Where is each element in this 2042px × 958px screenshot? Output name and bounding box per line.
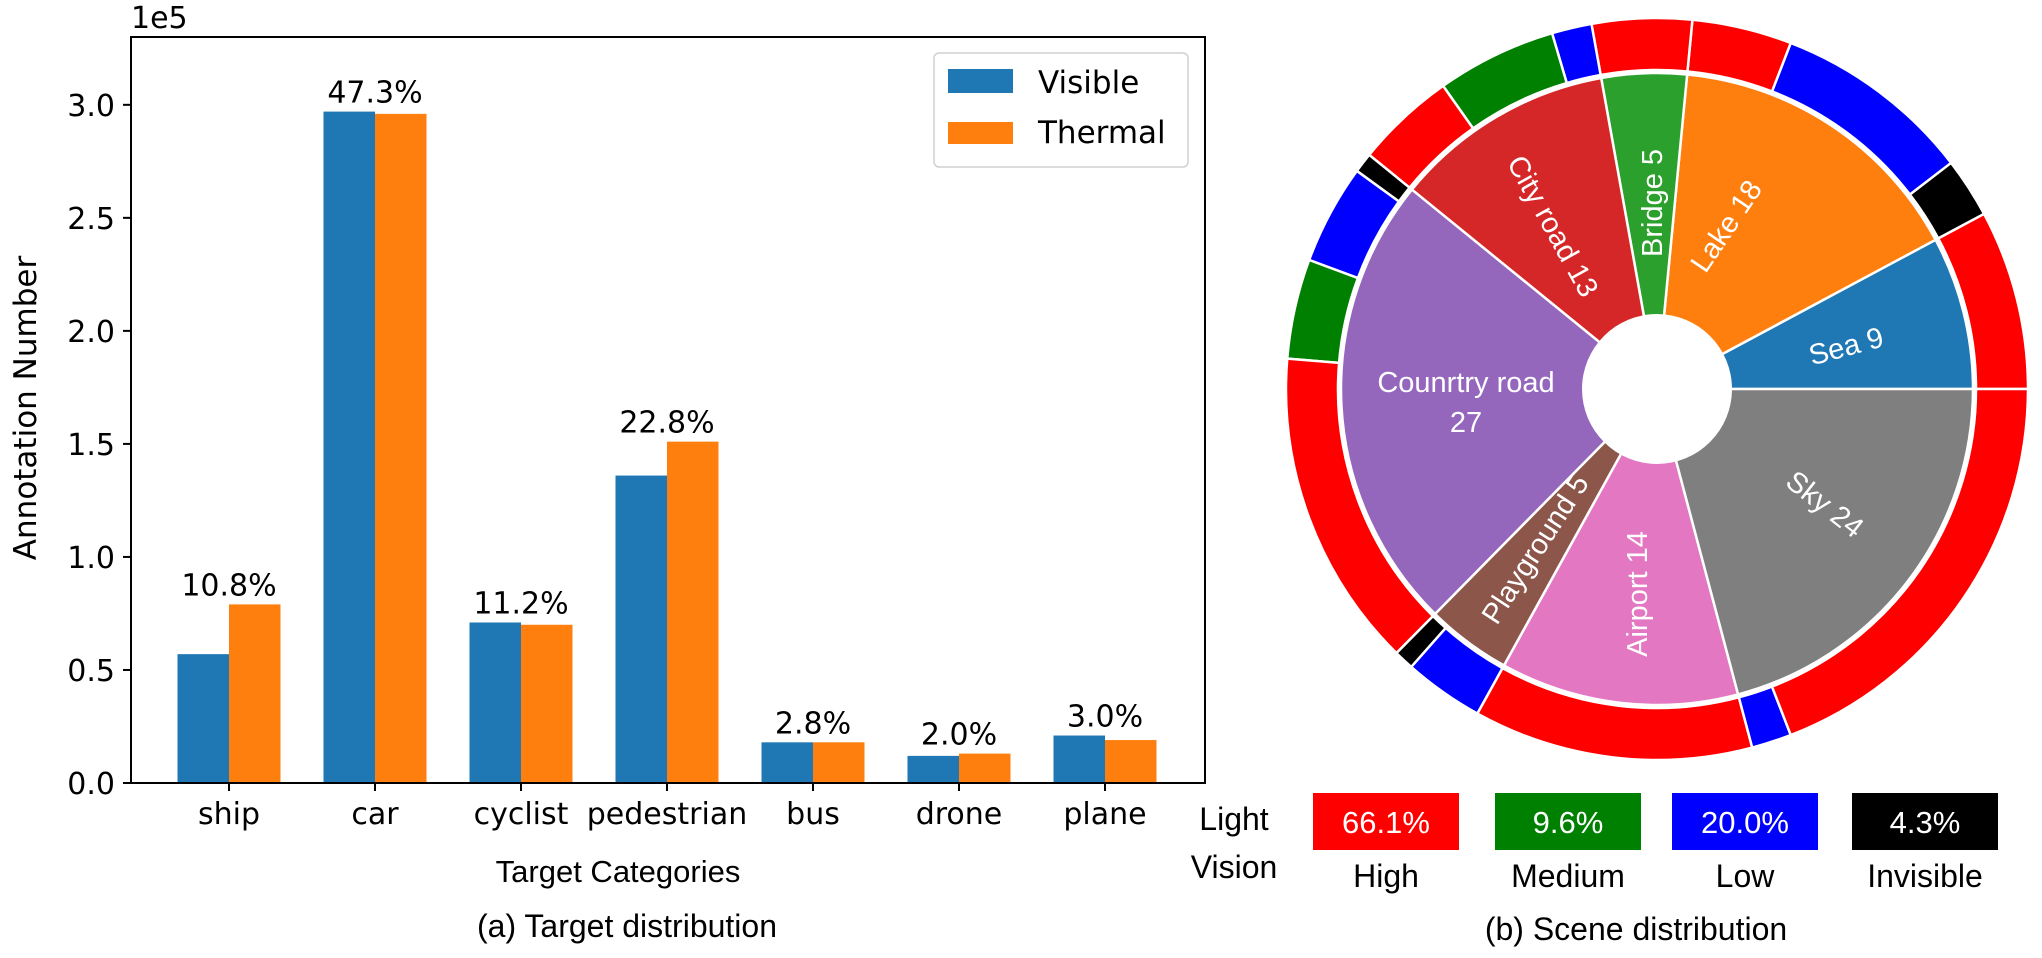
legend-label-visible: Visible — [1038, 65, 1139, 101]
bar-percent-label: 11.2% — [473, 586, 568, 621]
y-tick-label: 2.0 — [67, 315, 115, 350]
bar-thermal-cyclist — [521, 624, 573, 783]
bar-percent-label: 10.8% — [181, 568, 276, 603]
x-axis-label: Target Categories — [496, 854, 741, 889]
legend-swatch-high — [1313, 793, 1459, 850]
legend-title-light: Light — [1199, 801, 1269, 837]
legend-percent-high: 66.1% — [1342, 805, 1430, 840]
legend-level-medium: Medium — [1511, 858, 1625, 894]
legend-swatch-visible — [948, 69, 1013, 93]
bar-percent-label: 47.3% — [327, 76, 422, 111]
scene-pie — [1339, 71, 1975, 707]
x-tick-label-cyclist: cyclist — [474, 797, 569, 832]
bar-percent-label: 2.8% — [775, 706, 851, 741]
bar-thermal-pedestrian — [667, 441, 719, 783]
scene-label: Airport 14 — [1622, 531, 1654, 657]
bar-percent-label: 3.0% — [1067, 700, 1143, 735]
legend-percent-low: 20.0% — [1701, 805, 1789, 840]
bar-visible-pedestrian — [615, 475, 667, 783]
bar-chart-panel: 10.8% 47.3% 11.2% 22.8% 2.8% 2.0% 3.0% 0.0 0.5 1… — [8, 1, 1206, 944]
x-tick-label-car: car — [351, 797, 399, 832]
y-tick-label: 2.5 — [67, 202, 115, 237]
x-tick-label-pedestrian: pedestrian — [587, 797, 747, 832]
scene-label: Bridge 5 — [1637, 149, 1669, 257]
bar-visible-cyclist — [469, 622, 521, 783]
y-axis-label: Annotation Number — [8, 256, 44, 561]
bar-thermal-ship — [229, 604, 281, 783]
bar-thermal-bus — [813, 742, 865, 783]
y-tick-label: 1.0 — [67, 541, 115, 576]
legend-percent-medium: 9.6% — [1533, 805, 1604, 840]
bar-visible-drone — [907, 755, 959, 783]
x-ticks-group: ship car cyclist pedestrian bus drone plane — [198, 783, 1147, 832]
bar-thermal-car — [375, 113, 427, 784]
bar-labels-group: 10.8% 47.3% 11.2% 22.8% 2.8% 2.0% 3.0% — [181, 76, 1143, 753]
y-tick-label: 1.5 — [67, 428, 115, 463]
bar-visible-car — [323, 111, 375, 784]
x-tick-label-drone: drone — [916, 797, 1003, 832]
caption-scene-distribution: (b) Scene distribution — [1485, 911, 1787, 947]
x-tick-label-plane: plane — [1063, 797, 1146, 832]
light-vision-ring — [1284, 16, 2030, 762]
bar-thermal-drone — [959, 753, 1011, 783]
bars-group — [177, 111, 1157, 784]
legend-percent-invisible: 4.3% — [1890, 805, 1961, 840]
legend-entries: 66.1% High 9.6% Medium 20.0% Low 4.3% Invisible — [1313, 793, 1998, 894]
caption-target-distribution: (a) Target distribution — [477, 908, 777, 944]
legend-level-high: High — [1353, 858, 1419, 894]
bar-visible-bus — [761, 742, 813, 783]
bar-legend: Visible Thermal — [933, 52, 1189, 168]
y-tick-label: 3.0 — [67, 89, 115, 124]
legend-swatch-invisible — [1852, 793, 1998, 850]
scene-label: Counrtry road 27 — [1377, 367, 1554, 439]
legend-swatch-medium — [1495, 793, 1641, 850]
y-ticks-group: 0.0 0.5 1.0 1.5 2.0 2.5 3.0 — [67, 89, 131, 802]
plot-frame — [130, 36, 1206, 784]
x-tick-label-ship: ship — [198, 797, 260, 832]
bar-percent-label: 2.0% — [921, 718, 997, 753]
light-vision-legend: Light Vision 66.1% High 9.6% Medium 20.0% Low… — [1191, 793, 1998, 894]
y-tick-label: 0.0 — [67, 767, 115, 802]
x-tick-label-bus: bus — [786, 797, 840, 832]
ring-segment-high — [1770, 387, 2030, 737]
bar-percent-label: 22.8% — [619, 406, 714, 441]
donut-hole — [1582, 314, 1732, 464]
y-scale-label: 1e5 — [131, 1, 188, 36]
legend-swatch-thermal — [948, 122, 1013, 144]
bar-visible-ship — [177, 654, 229, 783]
y-tick-label: 0.5 — [67, 654, 115, 689]
bar-visible-plane — [1053, 735, 1105, 783]
legend-label-thermal: Thermal — [1037, 115, 1166, 151]
bar-thermal-plane — [1105, 740, 1157, 783]
ring-segment-high — [1590, 16, 1694, 77]
legend-level-invisible: Invisible — [1867, 858, 1983, 894]
legend-title-vision: Vision — [1191, 849, 1278, 885]
legend-level-low: Low — [1716, 858, 1776, 894]
scene-label-line: 27 — [1450, 407, 1482, 439]
legend-swatch-low — [1672, 793, 1818, 850]
scene-label-line: Counrtry road — [1377, 367, 1554, 399]
